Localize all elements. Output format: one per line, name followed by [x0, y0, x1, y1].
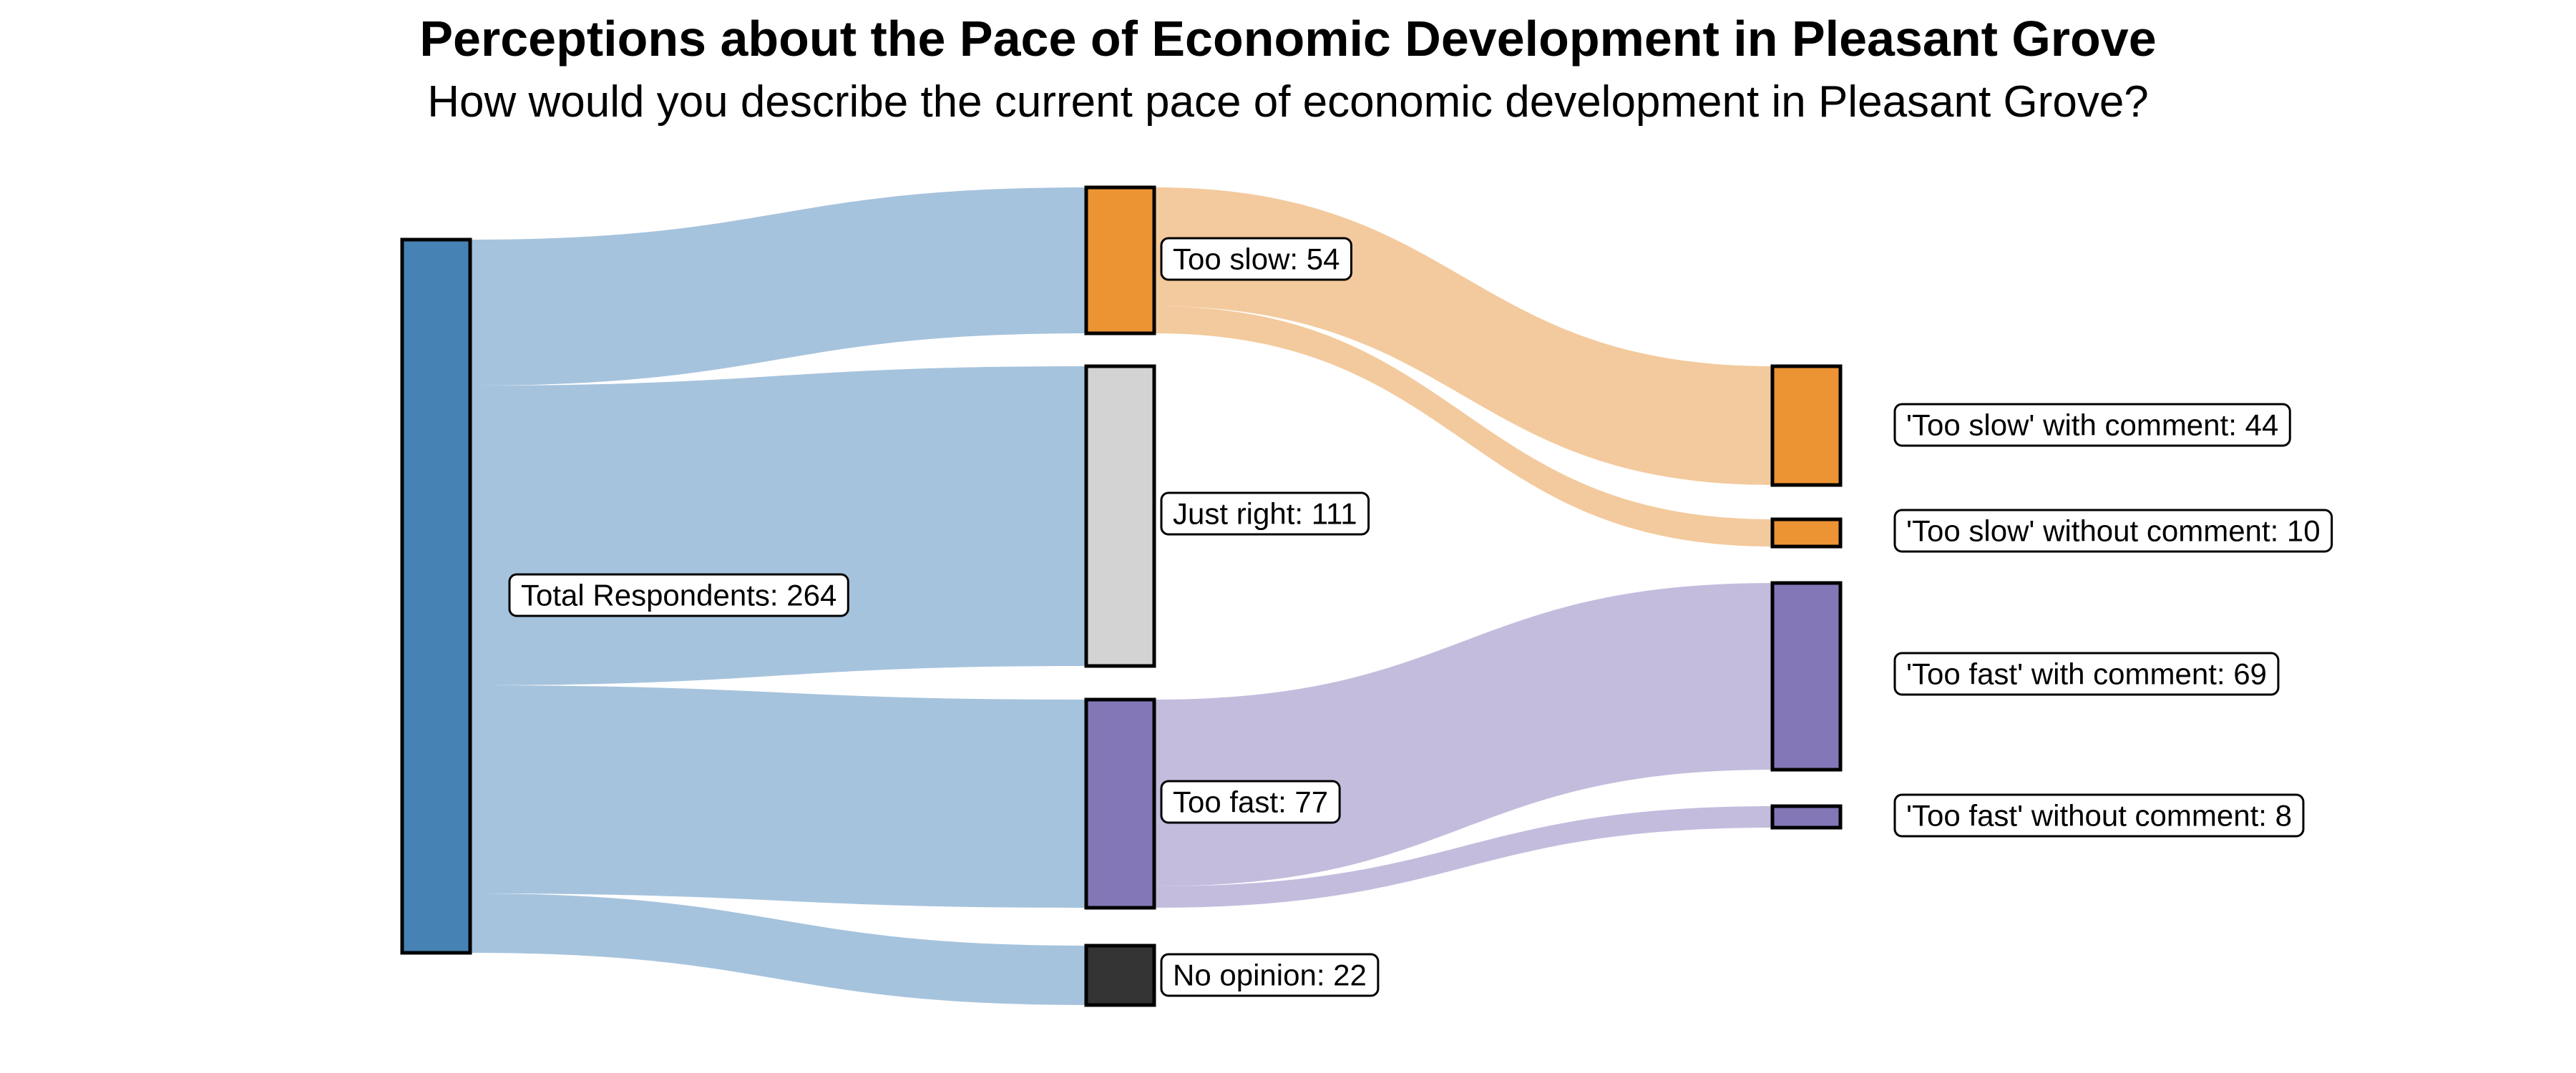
sankey-node-tf-without	[1770, 804, 1843, 830]
node-label-box	[508, 573, 849, 617]
sankey-node-tf-with	[1770, 581, 1843, 772]
sankey-node-total	[400, 237, 472, 955]
node-label-total: Total Respondents: 264	[508, 573, 849, 617]
node-label-box	[1160, 491, 1370, 536]
node-label-too-slow: Too slow: 54	[1160, 237, 1352, 281]
sankey-node-too-slow	[1084, 185, 1156, 335]
node-label-text: Too slow: 54	[1173, 242, 1340, 276]
node-label-box	[1160, 953, 1380, 997]
node-label-tf-with: 'Too fast' with comment: 69	[1893, 652, 2280, 696]
sankey-link-total-just-right	[470, 366, 1086, 685]
sankey-nodes-layer	[400, 185, 1843, 1007]
node-label-box	[1160, 780, 1341, 824]
node-label-box	[1893, 793, 2305, 838]
sankey-node-ts-with	[1770, 364, 1843, 487]
node-label-box	[1893, 509, 2333, 553]
sankey-link-too-fast-tf-without	[1154, 806, 1772, 908]
sankey-link-too-slow-ts-without	[1154, 306, 1772, 547]
node-label-text: No opinion: 22	[1173, 959, 1367, 992]
sankey-node-just-right	[1084, 364, 1156, 668]
sankey-link-total-too-fast	[470, 685, 1086, 908]
node-label-tf-without: 'Too fast' without comment: 8	[1893, 793, 2305, 838]
sankey-link-total-too-slow	[470, 187, 1086, 386]
node-label-text: 'Too slow' without comment: 10	[1906, 514, 2321, 548]
node-label-text: Too fast: 77	[1173, 785, 1328, 819]
node-label-ts-without: 'Too slow' without comment: 10	[1893, 509, 2333, 553]
sankey-labels-layer: Total Respondents: 264 Too slow: 54 Just r…	[508, 237, 2333, 997]
chart-title: Perceptions about the Pace of Economic D…	[419, 11, 2156, 67]
node-label-text: 'Too fast' with comment: 69	[1906, 657, 2267, 691]
sankey-node-no-opinion	[1084, 944, 1156, 1007]
node-label-text: 'Too slow' with comment: 44	[1906, 408, 2278, 442]
node-label-no-opinion: No opinion: 22	[1160, 953, 1380, 997]
sankey-link-total-no-opinion	[470, 893, 1086, 1005]
node-label-text: Just right: 111	[1173, 497, 1357, 531]
node-label-text: 'Too fast' without comment: 8	[1906, 799, 2292, 833]
node-label-text: Total Respondents: 264	[521, 579, 836, 612]
chart-subtitle: How would you describe the current pace …	[427, 77, 2149, 127]
sankey-node-ts-without	[1770, 517, 1843, 549]
node-label-box	[1893, 403, 2291, 447]
node-label-too-fast: Too fast: 77	[1160, 780, 1341, 824]
sankey-node-too-fast	[1084, 697, 1156, 910]
sankey-link-too-fast-tf-with	[1154, 583, 1772, 886]
node-label-just-right: Just right: 111	[1160, 491, 1370, 536]
node-label-ts-with: 'Too slow' with comment: 44	[1893, 403, 2291, 447]
node-label-box	[1160, 237, 1352, 281]
node-label-box	[1893, 652, 2280, 696]
